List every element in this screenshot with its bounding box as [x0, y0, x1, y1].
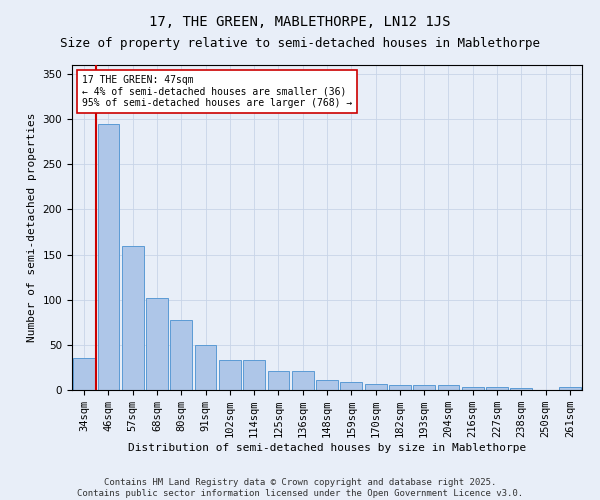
- Bar: [292, 371, 314, 390]
- Bar: [462, 388, 484, 390]
- Text: 17, THE GREEN, MABLETHORPE, LN12 1JS: 17, THE GREEN, MABLETHORPE, LN12 1JS: [149, 15, 451, 29]
- X-axis label: Distribution of semi-detached houses by size in Mablethorpe: Distribution of semi-detached houses by …: [128, 443, 526, 453]
- Bar: [437, 386, 460, 390]
- Bar: [511, 388, 532, 390]
- Bar: [243, 360, 265, 390]
- Bar: [73, 358, 95, 390]
- Text: Size of property relative to semi-detached houses in Mablethorpe: Size of property relative to semi-detach…: [60, 38, 540, 51]
- Bar: [365, 384, 386, 390]
- Bar: [146, 298, 168, 390]
- Bar: [170, 320, 192, 390]
- Bar: [316, 380, 338, 390]
- Bar: [413, 386, 435, 390]
- Bar: [486, 388, 508, 390]
- Bar: [97, 124, 119, 390]
- Bar: [268, 371, 289, 390]
- Bar: [194, 345, 217, 390]
- Text: Contains HM Land Registry data © Crown copyright and database right 2025.
Contai: Contains HM Land Registry data © Crown c…: [77, 478, 523, 498]
- Bar: [389, 386, 411, 390]
- Bar: [340, 382, 362, 390]
- Bar: [122, 246, 143, 390]
- Text: 17 THE GREEN: 47sqm
← 4% of semi-detached houses are smaller (36)
95% of semi-de: 17 THE GREEN: 47sqm ← 4% of semi-detache…: [82, 74, 352, 108]
- Bar: [559, 388, 581, 390]
- Bar: [219, 360, 241, 390]
- Y-axis label: Number of semi-detached properties: Number of semi-detached properties: [27, 113, 37, 342]
